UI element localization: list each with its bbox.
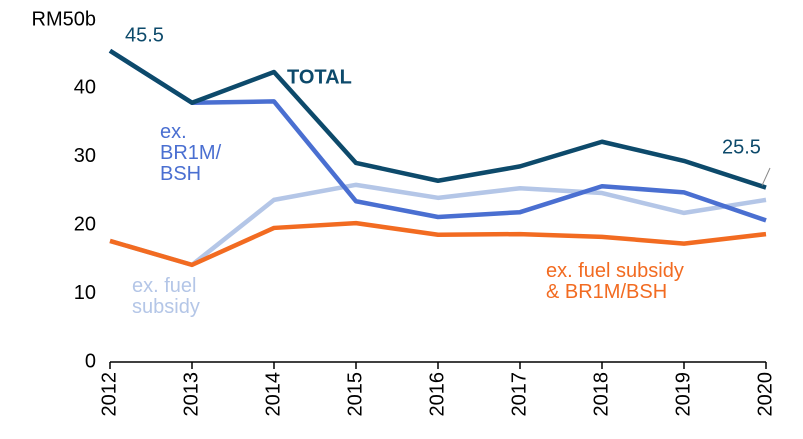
series-line — [108, 48, 767, 223]
series-line — [109, 182, 767, 268]
value-label: 25.5 — [722, 136, 761, 158]
x-tick-label: 2019 — [672, 372, 694, 417]
y-tick-label: 10 — [74, 282, 96, 304]
value-label: 45.5 — [125, 24, 164, 46]
series-label: ex. BR1M/BSH — [160, 121, 222, 185]
y-tick-label: 40 — [74, 77, 96, 99]
x-tick-label: 2014 — [262, 372, 284, 417]
series-label: ex. fuel subsidy — [132, 275, 200, 318]
y-tick-label: RM50b — [32, 8, 96, 30]
y-tick-label: 0 — [85, 350, 96, 372]
series-label: TOTAL — [287, 66, 352, 88]
x-tick-label: 2012 — [98, 372, 120, 417]
x-tick-label: 2018 — [590, 372, 612, 417]
x-tick-label: 2015 — [344, 372, 366, 417]
series-line — [108, 48, 767, 190]
x-tick-label: 2016 — [426, 372, 448, 417]
x-tick-label: 2020 — [754, 372, 776, 417]
y-tick-label: 20 — [74, 213, 96, 235]
y-tick-label: 30 — [74, 145, 96, 167]
x-tick-label: 2013 — [180, 372, 202, 417]
x-tick-label: 2017 — [508, 372, 530, 417]
series-label: ex. fuel subsidy & BR1M/BSH — [546, 260, 684, 303]
leader-line — [761, 167, 771, 186]
series-line — [109, 220, 767, 268]
